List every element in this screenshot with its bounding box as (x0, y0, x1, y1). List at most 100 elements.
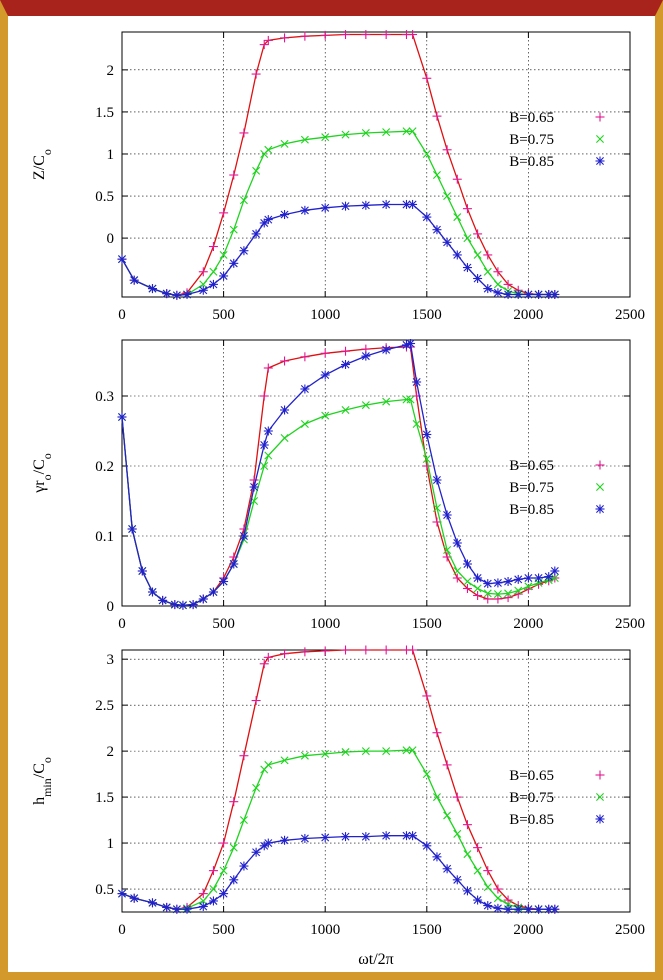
x-tick-label: 2000 (513, 307, 543, 323)
data-point-d2 (514, 575, 523, 584)
data-point-d2 (300, 206, 309, 215)
series-line (121, 346, 556, 606)
y-axis-label-main: γr (31, 480, 48, 494)
data-point (408, 127, 417, 136)
data-point (408, 30, 418, 40)
data-point (473, 250, 482, 259)
data-point (361, 30, 371, 40)
data-point-d2 (321, 371, 330, 379)
data-point-d2 (199, 286, 208, 295)
data-point-d2 (406, 395, 415, 404)
series-2 (118, 127, 559, 300)
data-point (264, 451, 273, 460)
data-point (381, 645, 391, 655)
data-point (432, 225, 442, 235)
data-point (473, 843, 483, 853)
data-point-d2 (412, 420, 421, 428)
data-point (198, 901, 208, 911)
data-point-d2 (300, 385, 309, 393)
data-point (198, 889, 208, 899)
data-point-d2 (402, 200, 411, 209)
data-point-d2 (128, 525, 137, 533)
data-point (452, 538, 462, 548)
data-point (382, 397, 391, 406)
data-point (412, 420, 421, 428)
data-point (172, 290, 182, 300)
data-point (239, 128, 249, 138)
x-tick-label: 2000 (513, 922, 543, 938)
data-point-d2 (453, 875, 462, 884)
y-tick-label: 0.5 (95, 189, 114, 205)
data-point-d2 (493, 904, 502, 913)
data-point-d2 (280, 210, 289, 219)
data-point-d2 (250, 483, 259, 491)
data-point (408, 746, 417, 755)
data-point (453, 213, 462, 222)
data-point-d2 (264, 451, 273, 460)
data-point (432, 852, 442, 862)
data-point (382, 128, 391, 137)
data-point-d2 (361, 832, 370, 841)
data-point-d2 (280, 139, 289, 148)
legend-label: B=0.65 (509, 458, 554, 474)
data-point (137, 566, 147, 576)
data-point-d2 (252, 166, 261, 175)
data-point-d2 (534, 290, 543, 299)
data-point-d2 (148, 284, 157, 293)
data-point (252, 166, 261, 175)
data-point-d2 (199, 595, 208, 603)
data-point (462, 886, 472, 896)
data-point (147, 284, 157, 294)
data-point-d2 (361, 401, 370, 410)
data-point-d2 (443, 546, 452, 554)
data-point (341, 360, 351, 369)
data-point-d2 (544, 905, 553, 914)
data-point-d2 (432, 225, 441, 234)
data-point-d2 (524, 574, 533, 582)
data-point (462, 263, 472, 273)
plot-frame (121, 31, 631, 298)
data-point-d2 (453, 567, 462, 575)
data-point (422, 212, 432, 222)
data-point (381, 345, 391, 355)
data-point-d2 (408, 127, 417, 136)
data-point (320, 833, 330, 843)
y-tick-label: 2 (107, 63, 115, 79)
data-point (462, 820, 472, 830)
legend-marker (596, 483, 604, 491)
data-point-d2 (264, 145, 273, 154)
data-point (406, 339, 416, 348)
data-point (401, 199, 411, 209)
data-point-d2 (183, 905, 192, 914)
data-point (443, 192, 452, 201)
data-point (208, 896, 218, 906)
data-point (422, 455, 431, 463)
data-point (452, 573, 462, 583)
data-point (280, 649, 290, 659)
data-point (473, 273, 483, 283)
series-line (121, 203, 555, 296)
data-point-d2 (264, 215, 273, 224)
data-point-d2 (504, 577, 513, 586)
data-point (219, 889, 229, 899)
data-point (534, 573, 544, 583)
data-point-d2 (514, 905, 523, 914)
data-point (432, 171, 441, 180)
legend-marker (595, 770, 605, 780)
data-point (550, 904, 560, 914)
data-point (263, 652, 273, 662)
data-point (422, 691, 432, 701)
data-point-d2 (118, 255, 126, 264)
series-3 (117, 339, 560, 610)
data-point (361, 401, 370, 410)
data-point (493, 578, 503, 588)
data-point-d2 (361, 128, 370, 137)
series-line (121, 130, 555, 296)
data-point-d2 (252, 783, 261, 792)
data-point (432, 111, 442, 121)
legend-marker-d2 (596, 483, 604, 491)
data-point-d2 (219, 271, 228, 280)
data-point (117, 889, 127, 899)
data-point (483, 589, 492, 598)
data-point-d2 (341, 360, 350, 369)
